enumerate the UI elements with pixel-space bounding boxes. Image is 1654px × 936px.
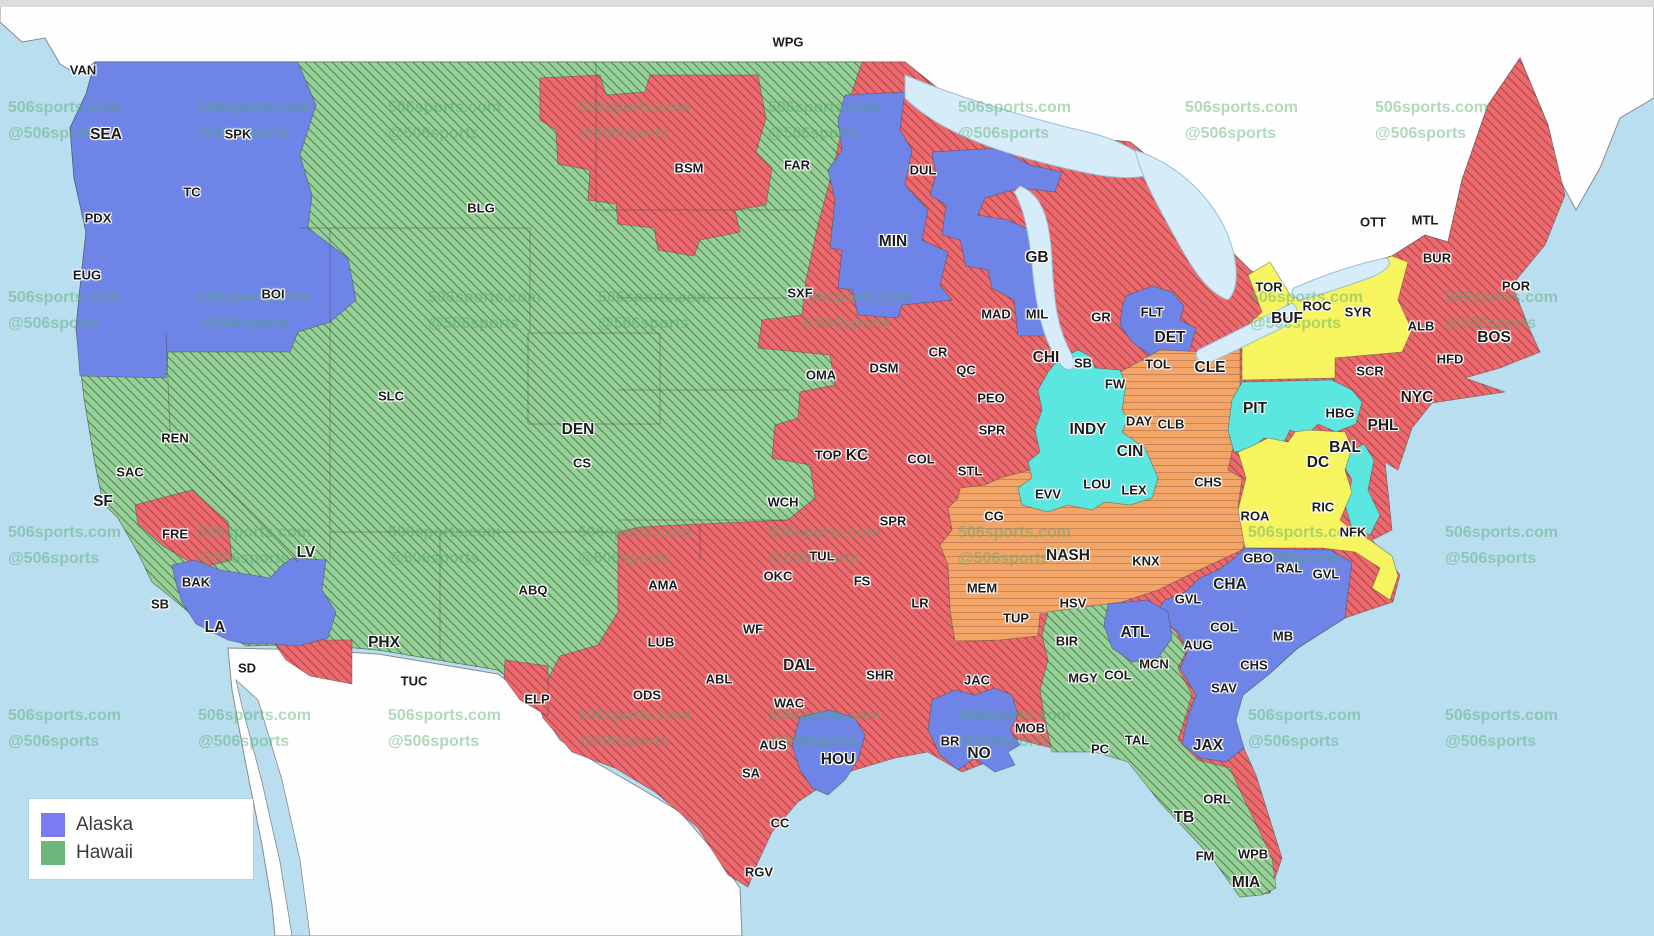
region-fresno-red <box>134 489 233 569</box>
region-seattle-blue <box>69 61 357 379</box>
legend-label-hawaii: Hawaii <box>76 842 134 863</box>
region-delmarva-cyan <box>1343 443 1381 536</box>
great-lakes <box>904 74 1390 370</box>
region-detroit-blue <box>1119 285 1197 361</box>
region-houston-blue <box>791 709 866 796</box>
region-atlanta-blue <box>1103 599 1173 663</box>
legend: Alaska Hawaii <box>29 799 253 879</box>
state-borders <box>165 62 805 660</box>
legend-swatch-hawaii <box>41 841 65 865</box>
lake-michigan <box>1013 185 1075 370</box>
region-bismarck-red <box>539 74 773 257</box>
region-southeast-green <box>1039 601 1277 898</box>
gulf-of-california <box>235 678 311 936</box>
legend-swatch-alaska <box>41 813 65 837</box>
legend-label-alaska: Alaska <box>76 814 134 835</box>
lake-huron <box>1134 149 1237 301</box>
lake-ontario <box>1291 257 1390 301</box>
region-neworleans-blue <box>927 687 1021 773</box>
region-elpaso-red <box>503 659 549 717</box>
region-minneapolis-blue <box>827 91 953 319</box>
region-losangeles-blue <box>171 557 337 647</box>
region-carolinas-blue <box>1154 547 1353 763</box>
page-edge <box>0 0 1654 7</box>
legend-item-hawaii: Hawaii <box>41 841 241 865</box>
legend-item-alaska: Alaska <box>41 813 241 837</box>
legend-items: Alaska Hawaii <box>41 813 241 865</box>
region-yuma-red <box>271 639 353 685</box>
region-washington-yellow <box>1237 429 1399 601</box>
lake-erie <box>1195 302 1298 365</box>
region-indianapolis-cyan <box>1017 349 1159 513</box>
